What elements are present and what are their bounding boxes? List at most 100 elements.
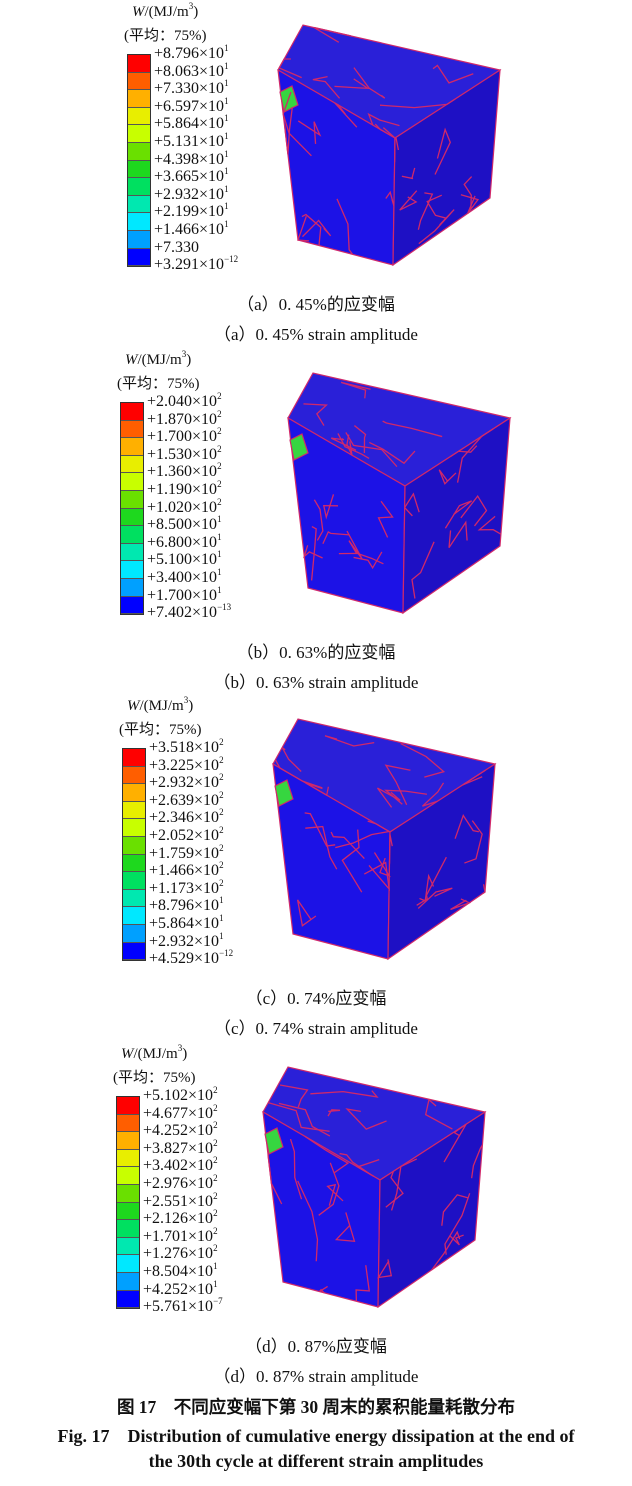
color-band — [123, 854, 145, 873]
color-band — [123, 766, 145, 785]
color-band — [121, 596, 143, 615]
legend-label: +5.761×10−7 — [143, 1296, 223, 1316]
grain-boundary — [424, 1098, 453, 1130]
legend-label: +3.225×102 — [149, 754, 224, 774]
color-band — [121, 420, 143, 439]
grain-boundary — [460, 494, 488, 527]
grain-boundary — [450, 898, 472, 911]
color-band — [117, 1097, 139, 1115]
grain-boundary — [403, 492, 420, 517]
legend-label: +2.639×102 — [149, 789, 224, 809]
grain-boundary — [416, 856, 447, 906]
legend-label: +8.796×101 — [154, 43, 229, 63]
color-band — [121, 561, 143, 579]
grain-boundary — [426, 194, 446, 219]
grain-boundary — [337, 433, 370, 460]
grain-boundary — [444, 500, 473, 529]
grain-boundary — [367, 112, 400, 127]
grain-boundary — [438, 469, 457, 485]
figure-title-en-line1: Fig. 17 Distribution of cumulative energ… — [57, 1426, 575, 1446]
grain-boundary — [385, 1171, 404, 1208]
grain-boundary — [464, 820, 483, 864]
grain-boundary — [443, 1123, 467, 1163]
legend-label: +3.291×10−12 — [154, 254, 239, 274]
grain-boundary — [327, 1109, 341, 1117]
cube-right-face — [377, 1110, 486, 1309]
color-band — [123, 801, 145, 820]
grain-boundary — [417, 887, 453, 909]
color-bar — [127, 54, 151, 268]
grain-boundary — [434, 127, 452, 175]
grain-boundary — [334, 1212, 356, 1242]
legend-label: +2.199×101 — [154, 201, 229, 221]
legend-label: +7.330×101 — [154, 78, 229, 98]
color-band — [121, 438, 143, 456]
legend-label: +8.504×101 — [143, 1260, 218, 1280]
legend-title: W/(MJ/m3) — [127, 695, 194, 715]
panel-d: W/(MJ/m3) (平均：75%) +5.102×102 +4.677×102 +4.… — [0, 1042, 632, 1387]
color-band — [123, 819, 145, 837]
color-band — [128, 107, 150, 126]
legend-label: +2.551×102 — [143, 1190, 218, 1210]
color-band — [117, 1202, 139, 1221]
grain-boundary — [322, 530, 350, 545]
legend-label: +1.466×102 — [149, 860, 224, 880]
panel-a: W/(MJ/m3) (平均：75%) +8.796×101 +8.063×101 +7.… — [0, 0, 632, 345]
grain-boundary — [377, 1259, 393, 1279]
color-band — [117, 1220, 139, 1238]
legend-label: +2.976×102 — [143, 1172, 218, 1192]
grain-boundary — [419, 873, 435, 902]
caption-en: （d）0. 87% strain amplitude — [213, 1367, 419, 1386]
grain-boundary — [297, 1180, 319, 1262]
grain-boundary — [279, 1084, 309, 1108]
legend-label: +4.529×10−12 — [149, 948, 234, 968]
legend-label: +1.759×102 — [149, 842, 224, 862]
grain-boundary — [334, 78, 370, 90]
color-band — [123, 836, 145, 855]
grain-boundary — [313, 499, 324, 541]
grain-boundary — [274, 759, 323, 789]
legend-label: +2.126×102 — [143, 1208, 218, 1228]
color-band — [121, 455, 143, 474]
color-band — [117, 1132, 139, 1150]
figure-title-en-line2: the 30th cycle at different strain ampli… — [148, 1451, 484, 1471]
grain-boundary — [448, 520, 468, 548]
color-band — [128, 142, 150, 161]
legend-labels: +2.040×102 +1.870×102 +1.700×102 +1.530×102… — [147, 391, 231, 622]
grain-boundary — [322, 494, 339, 520]
legend-label: +3.402×102 — [143, 1155, 218, 1175]
legend-label: +1.700×102 — [147, 426, 222, 446]
grain-boundary — [268, 1102, 330, 1132]
grain-boundary — [283, 106, 293, 155]
grain-boundary — [336, 198, 354, 255]
grain-boundary — [282, 91, 312, 157]
grain-boundary — [369, 441, 416, 465]
grain-boundary — [432, 64, 474, 84]
grain-boundary — [382, 420, 443, 438]
legend-label: +4.398×101 — [154, 148, 229, 168]
color-band — [117, 1184, 139, 1203]
grain-boundary — [310, 1090, 379, 1098]
color-band — [128, 230, 150, 249]
color-band — [123, 924, 145, 943]
grain-boundary — [297, 120, 322, 144]
legend-label: +2.040×102 — [147, 391, 222, 411]
color-band — [128, 195, 150, 214]
legend-label: +1.701×102 — [143, 1225, 218, 1245]
grain-boundary — [324, 735, 375, 747]
legend-label: +5.100×101 — [147, 549, 222, 569]
hot-spot — [274, 779, 294, 807]
grain-boundary — [289, 1138, 303, 1200]
grain-boundary — [353, 67, 386, 99]
grain-boundary — [302, 545, 323, 559]
color-band — [121, 508, 143, 527]
legend-label: +1.190×102 — [147, 478, 222, 498]
grain-boundary — [278, 58, 302, 79]
color-band — [117, 1272, 139, 1291]
grain-boundary — [399, 190, 418, 211]
grain-boundary — [338, 552, 384, 565]
grain-boundary — [330, 831, 365, 860]
grain-boundary — [296, 899, 317, 927]
grain-boundary — [354, 425, 367, 453]
legend-label: +1.870×102 — [147, 408, 222, 428]
